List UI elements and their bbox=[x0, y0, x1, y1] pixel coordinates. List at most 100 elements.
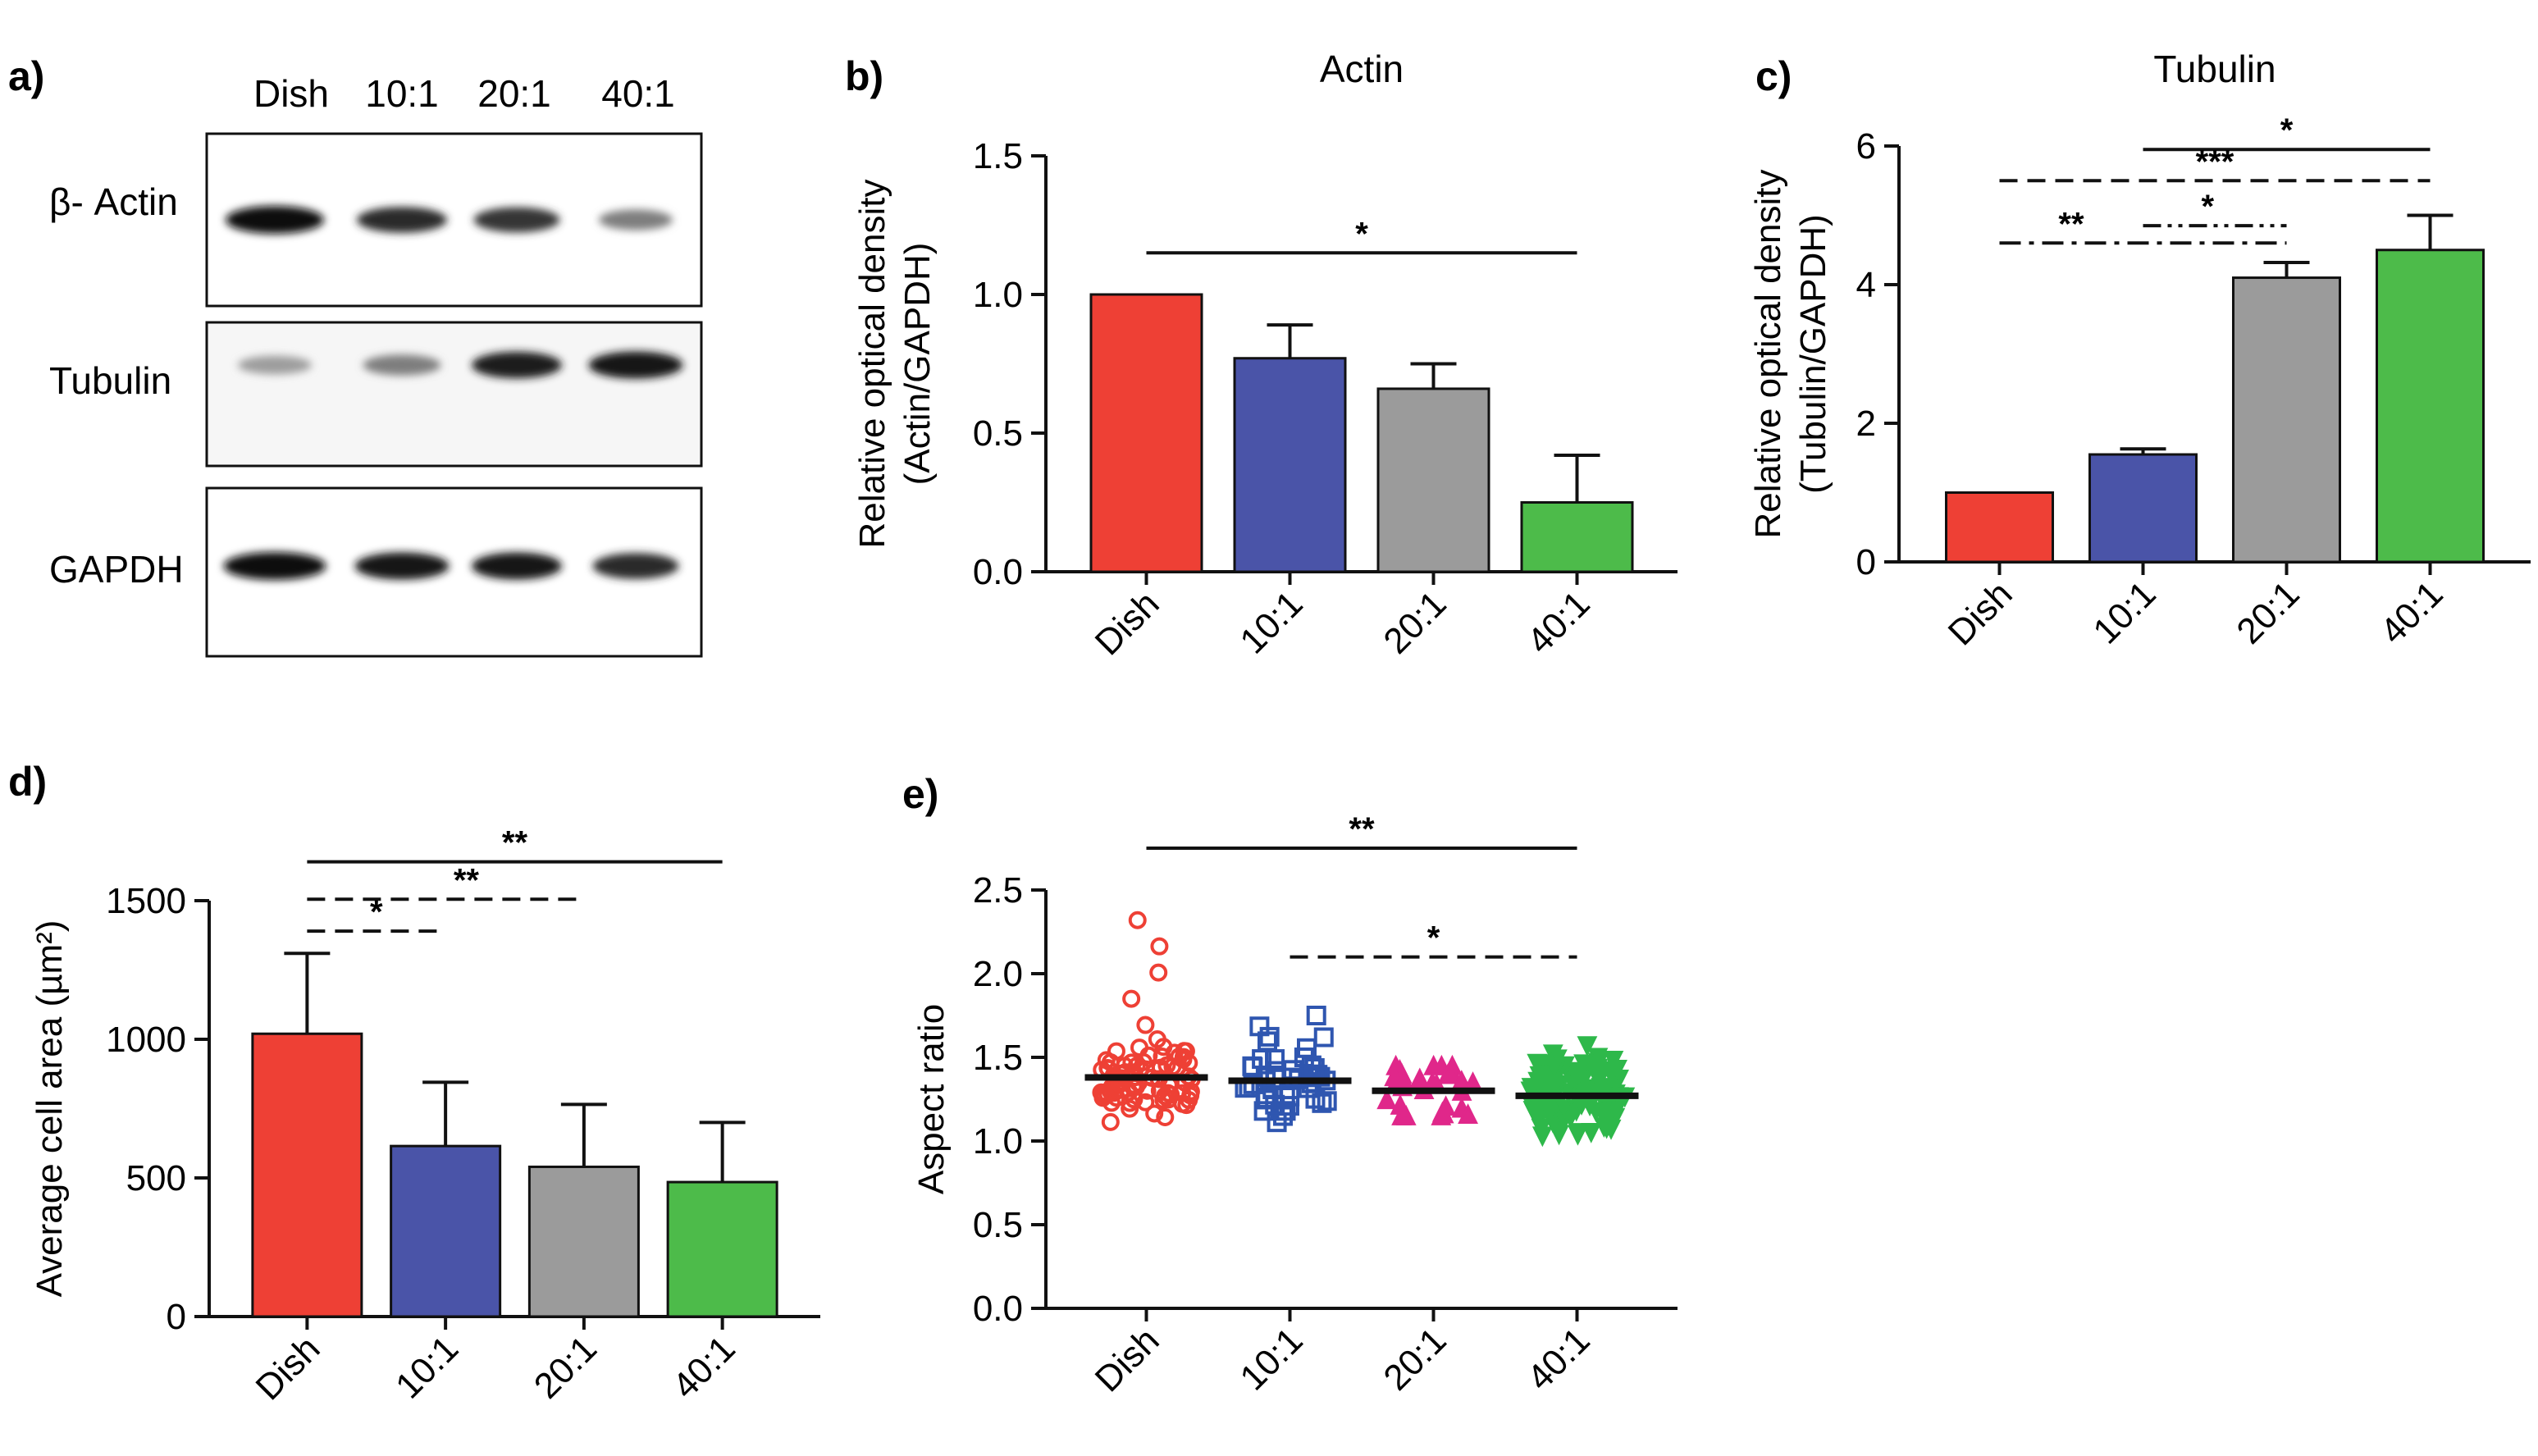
data-point bbox=[1527, 1053, 1548, 1075]
significance-label: *** bbox=[2196, 144, 2234, 180]
data-point bbox=[1520, 1081, 1541, 1102]
data-point bbox=[1458, 1103, 1478, 1124]
data-point bbox=[1181, 1086, 1200, 1105]
data-point bbox=[1543, 1075, 1563, 1096]
y-tick-label: 0.0 bbox=[973, 552, 1023, 592]
data-point bbox=[1145, 1104, 1164, 1123]
data-point bbox=[1395, 1105, 1417, 1125]
y-tick-label: 2 bbox=[1856, 404, 1876, 444]
blot-band bbox=[226, 206, 324, 234]
blot-row-label: GAPDH bbox=[49, 548, 184, 591]
panel-label-a: a) bbox=[8, 53, 44, 99]
data-point bbox=[1122, 989, 1141, 1008]
data-point bbox=[1170, 1047, 1189, 1066]
blot-band bbox=[363, 354, 441, 376]
y-tick-label: 500 bbox=[126, 1158, 186, 1198]
data-point bbox=[1577, 1036, 1598, 1057]
blot-strip-tubulin bbox=[205, 321, 703, 468]
data-point bbox=[1154, 1038, 1173, 1057]
data-point bbox=[1587, 1047, 1609, 1069]
chart-aspect-ratio: Aspect ratio 0.0 0.5 1.0 1.5 2.0 2.5 Dish 10:1 20… bbox=[911, 811, 1678, 1399]
data-point bbox=[1097, 1051, 1116, 1070]
x-tick-label: 10:1 bbox=[1232, 583, 1310, 661]
significance-label: * bbox=[370, 894, 383, 930]
y-tick-label: 1500 bbox=[106, 881, 186, 921]
blot-band bbox=[473, 207, 560, 233]
y-tick-label: 1.5 bbox=[973, 1038, 1023, 1078]
y-tick-label: 1.0 bbox=[973, 275, 1023, 315]
data-point bbox=[1093, 1089, 1112, 1107]
blot-row-label: Tubulin bbox=[49, 359, 171, 402]
significance-label: * bbox=[1427, 920, 1440, 956]
blot-band bbox=[357, 207, 447, 233]
significance-label: ** bbox=[1349, 811, 1375, 847]
y-tick-label: 0.5 bbox=[973, 1205, 1023, 1245]
data-point bbox=[1581, 1122, 1602, 1143]
chart-cell-area: Average cell area (µm²) 0 500 1000 1500 Dish 1… bbox=[30, 825, 820, 1408]
data-point bbox=[1101, 1112, 1120, 1131]
data-point bbox=[1433, 1102, 1454, 1124]
data-point bbox=[1177, 1096, 1196, 1115]
data-point bbox=[1276, 1101, 1296, 1121]
data-point bbox=[1243, 1074, 1263, 1094]
x-tick-label: 40:1 bbox=[664, 1328, 742, 1406]
x-tick-label: 10:1 bbox=[2085, 573, 2163, 651]
data-point bbox=[1279, 1096, 1299, 1116]
x-tick-label: 20:1 bbox=[2229, 573, 2307, 651]
panel-label-e: e) bbox=[902, 771, 938, 817]
data-point bbox=[1157, 1056, 1176, 1075]
x-tick-label: 10:1 bbox=[1232, 1320, 1310, 1398]
data-point bbox=[1138, 1081, 1157, 1100]
x-tick-label: Dish bbox=[249, 1328, 328, 1408]
data-point bbox=[1257, 1031, 1277, 1052]
chart-tubulin: Tubulin Relative optical density (Tubulin/… bbox=[1748, 48, 2531, 653]
blot-row-label: β- Actin bbox=[49, 180, 178, 223]
y-tick-label: 1.0 bbox=[973, 1121, 1023, 1162]
y-tick-label: 6 bbox=[1856, 126, 1876, 167]
bar bbox=[2232, 276, 2341, 564]
data-point bbox=[1568, 1123, 1590, 1143]
data-point bbox=[1128, 911, 1147, 929]
data-point bbox=[1149, 963, 1168, 982]
y-tick-label: 1.5 bbox=[973, 136, 1023, 176]
y-axis-label: Average cell area (µm²) bbox=[30, 920, 70, 1298]
x-tick-label: Dish bbox=[1941, 573, 2020, 653]
data-point bbox=[1441, 1061, 1463, 1083]
significance-label: ** bbox=[454, 862, 480, 898]
y-axis-label: Aspect ratio bbox=[911, 1004, 952, 1194]
y-axis-label: Relative optical density bbox=[852, 179, 892, 548]
chart-title: Actin bbox=[1320, 48, 1404, 90]
panel-label-c: c) bbox=[1755, 53, 1792, 99]
bar bbox=[1089, 293, 1203, 573]
x-tick-label: 40:1 bbox=[2372, 573, 2450, 651]
bar bbox=[527, 1165, 640, 1318]
data-point bbox=[1121, 1093, 1139, 1112]
data-point bbox=[1136, 1016, 1155, 1034]
bar bbox=[390, 1144, 502, 1318]
significance-label: ** bbox=[502, 825, 528, 861]
bar bbox=[1945, 491, 2054, 564]
data-point bbox=[1150, 937, 1169, 956]
data-point bbox=[1121, 1099, 1139, 1118]
data-point bbox=[1156, 1108, 1175, 1127]
blot-lane-label: Dish bbox=[253, 72, 329, 115]
blot-panel: Dish 10:1 20:1 40:1 β- Actin Tubulin GAP… bbox=[49, 72, 703, 658]
y-tick-label: 1000 bbox=[106, 1020, 186, 1060]
data-point bbox=[1384, 1066, 1405, 1087]
y-axis-label: Relative optical density bbox=[1748, 169, 1788, 538]
y-axis-label: (Actin/GAPDH) bbox=[897, 243, 938, 486]
blot-band bbox=[599, 209, 673, 230]
data-point bbox=[1545, 1059, 1567, 1080]
data-point bbox=[1158, 1084, 1177, 1102]
blot-lane-label: 20:1 bbox=[477, 72, 551, 115]
blot-band bbox=[238, 355, 312, 375]
data-point bbox=[1607, 1059, 1627, 1080]
significance-label: * bbox=[2280, 112, 2294, 148]
significance-label: * bbox=[1355, 216, 1368, 252]
bar bbox=[1233, 357, 1347, 573]
x-tick-label: 10:1 bbox=[388, 1328, 466, 1406]
bar bbox=[251, 1032, 363, 1318]
panel-label-b: b) bbox=[845, 53, 883, 99]
x-tick-label: 40:1 bbox=[1519, 1320, 1597, 1398]
